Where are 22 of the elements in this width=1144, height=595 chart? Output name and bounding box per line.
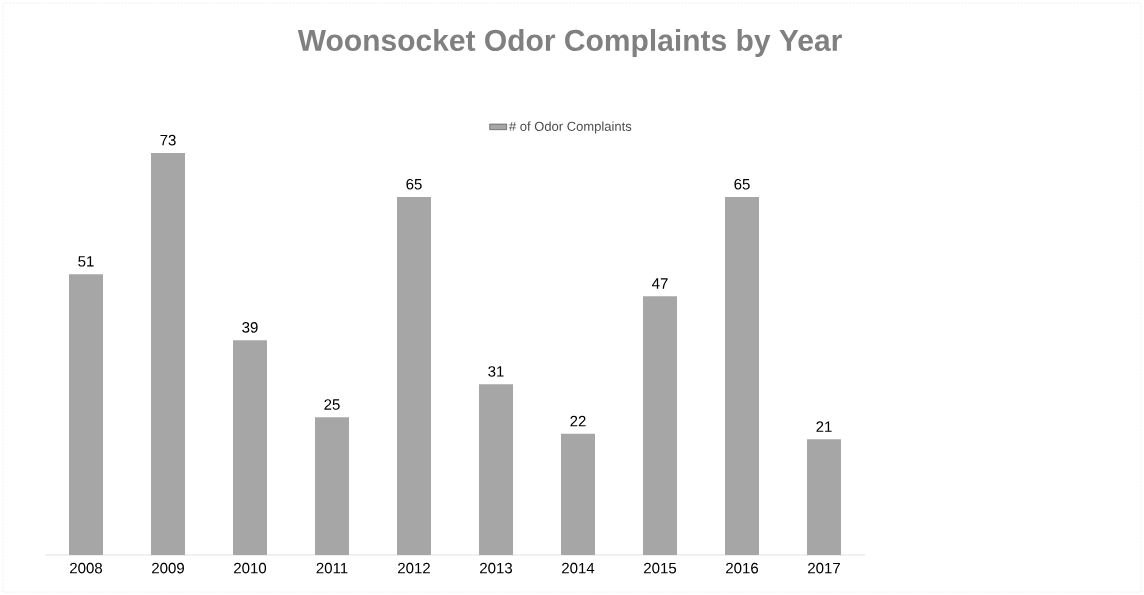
- x-tick-label: 2014: [562, 562, 595, 574]
- x-tick-label: 2011: [316, 562, 348, 574]
- x-tick-label: 2010: [234, 562, 267, 574]
- data-label: 73: [160, 134, 176, 146]
- data-label: 31: [488, 366, 504, 377]
- x-tick-label: 2009: [152, 562, 184, 574]
- data-label: 39: [242, 322, 258, 333]
- chart-title: Woonsocket Odor Complaints by Year: [297, 29, 842, 57]
- data-label: 22: [570, 415, 586, 427]
- x-tick-label: 2012: [398, 562, 430, 574]
- x-tick-label: 2013: [480, 562, 513, 574]
- data-label: 65: [734, 178, 750, 190]
- x-tick-label: 2015: [644, 562, 677, 574]
- x-tick-label: 2008: [70, 562, 103, 574]
- legend-label: # of Odor Complaints: [508, 121, 632, 134]
- data-label: 65: [406, 178, 422, 190]
- x-tick-label: 2017: [808, 562, 840, 574]
- data-label: 47: [652, 278, 668, 289]
- data-label: 21: [816, 421, 832, 432]
- data-label: 51: [78, 256, 94, 267]
- x-tick-label: 2016: [726, 562, 759, 574]
- data-label: 25: [324, 399, 340, 410]
